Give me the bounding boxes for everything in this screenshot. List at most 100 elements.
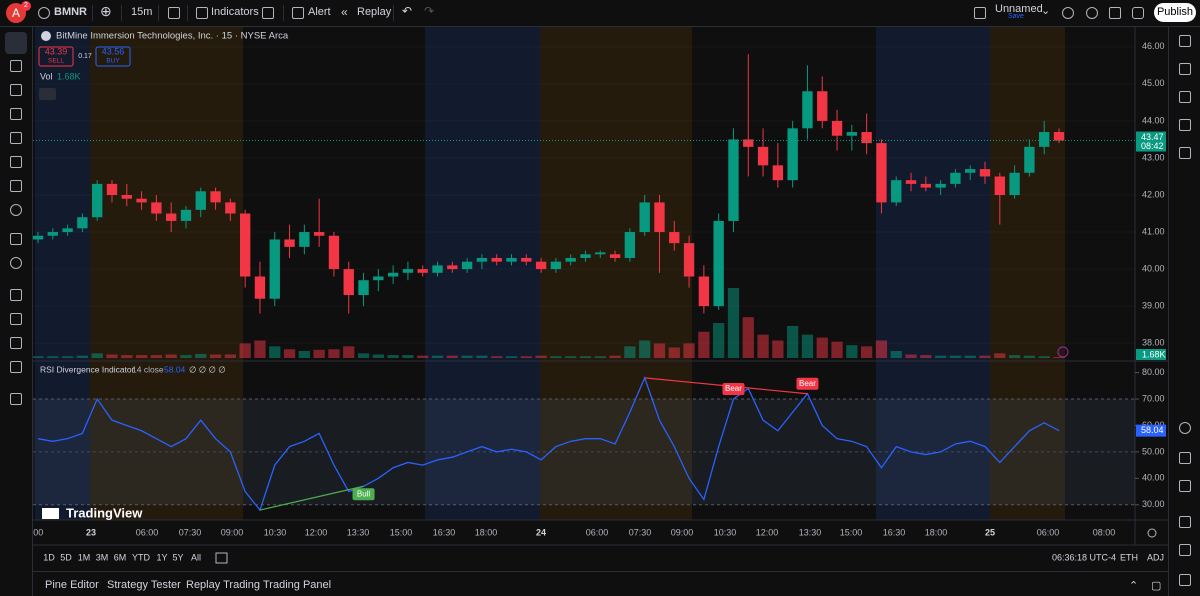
brush-tool[interactable] <box>10 156 22 168</box>
measure-tool[interactable] <box>10 233 22 245</box>
chat[interactable] <box>1179 147 1191 159</box>
lock-tool[interactable] <box>10 337 22 349</box>
rsi-nulls: ∅ ∅ ∅ ∅ <box>189 364 226 374</box>
help[interactable] <box>1179 574 1191 586</box>
tab[interactable]: Strategy Tester <box>107 579 181 591</box>
y-tick-label: 70.00 <box>1142 393 1165 403</box>
indicators[interactable]: Indicators <box>211 6 259 18</box>
alerts[interactable] <box>1179 63 1191 75</box>
zoom-tool[interactable] <box>10 257 22 269</box>
layout-name[interactable]: Unnamed <box>995 3 1043 15</box>
grid[interactable] <box>1179 480 1191 492</box>
range-button[interactable]: 5Y <box>172 552 183 562</box>
stream[interactable] <box>1179 516 1191 528</box>
candle-body <box>831 120 843 136</box>
candle-body <box>151 202 162 214</box>
tab[interactable]: Replay Trading <box>186 579 260 591</box>
ideas[interactable] <box>1179 544 1191 556</box>
range-button[interactable]: 3M <box>96 552 109 562</box>
undo[interactable]: ↶ <box>402 4 413 18</box>
candle-body <box>491 257 502 262</box>
layout-menu[interactable]: ⌄ <box>1041 5 1051 17</box>
prediction-tool[interactable] <box>10 132 22 144</box>
snapshot[interactable] <box>1132 7 1144 19</box>
buy-price[interactable]: 43.56 <box>102 46 125 56</box>
quick-search[interactable] <box>1062 7 1074 19</box>
separator <box>158 5 159 21</box>
session[interactable]: ETH <box>1120 552 1138 562</box>
candle-body <box>565 257 576 262</box>
templates-icon[interactable] <box>262 7 274 19</box>
rsi-line <box>37 376 1060 512</box>
range-button[interactable]: YTD <box>132 552 151 562</box>
range-button[interactable]: 1D <box>43 552 55 562</box>
range-button[interactable]: 1Y <box>156 552 167 562</box>
layout-icon[interactable] <box>974 7 986 19</box>
magnet-tool[interactable] <box>10 289 22 301</box>
add-icon[interactable]: ⊕ <box>100 3 112 19</box>
trash-tool[interactable] <box>10 393 22 405</box>
adjust[interactable]: ADJ <box>1147 552 1164 562</box>
range-button[interactable]: 6M <box>114 552 127 562</box>
layers[interactable] <box>1179 119 1191 131</box>
buy-button[interactable] <box>95 46 131 67</box>
alert-icon[interactable] <box>292 7 304 19</box>
interval[interactable]: 15m <box>131 6 153 18</box>
axis-settings[interactable] <box>1147 528 1157 538</box>
collapse-panel[interactable]: ⌃ <box>1129 580 1139 592</box>
sell-price[interactable]: 43.39 <box>45 46 68 56</box>
search-icon <box>38 7 50 19</box>
hide-tool[interactable] <box>10 361 22 373</box>
volume-bar <box>920 355 932 358</box>
y-tick-label: 80.00 <box>1142 367 1165 377</box>
volume-bar <box>624 346 636 358</box>
settings[interactable] <box>1086 7 1098 19</box>
x-tick-label: 16:30 <box>433 527 456 537</box>
publish-button[interactable]: Publish <box>1154 3 1196 22</box>
replay[interactable]: Replay <box>357 6 392 18</box>
date-range-icon[interactable] <box>215 552 228 564</box>
x-tick-label: 12:00 <box>305 527 328 537</box>
x-tick-label: 07:30 <box>629 527 652 537</box>
target[interactable] <box>1179 422 1191 434</box>
volume-bar <box>372 354 384 358</box>
calendar[interactable] <box>1179 452 1191 464</box>
volume-bar <box>994 353 1006 358</box>
icon-tool[interactable] <box>10 204 22 216</box>
maximize-panel[interactable]: ▢ <box>1151 580 1162 592</box>
sell-label[interactable]: SELL <box>48 58 64 65</box>
news[interactable] <box>1179 91 1191 103</box>
sell-button[interactable] <box>38 46 74 67</box>
volume-bar <box>254 340 266 358</box>
range-button[interactable]: 1M <box>78 552 91 562</box>
tab[interactable]: Trading Panel <box>263 579 332 591</box>
symbol[interactable]: BMNR <box>54 6 87 18</box>
events-icon[interactable] <box>1057 346 1069 358</box>
buy-label[interactable]: BUY <box>106 58 120 65</box>
pattern-tool[interactable] <box>10 108 22 120</box>
volume-bar <box>195 353 207 358</box>
range-button[interactable]: All <box>191 552 201 562</box>
chart-type-icon[interactable] <box>168 7 180 19</box>
indicators-icon[interactable] <box>196 7 208 19</box>
text-tool[interactable] <box>10 180 22 192</box>
fullscreen[interactable] <box>1109 7 1121 19</box>
volume-bar <box>713 323 725 358</box>
fib-tool[interactable] <box>10 84 22 96</box>
lock-drawings[interactable] <box>10 313 22 325</box>
divergence-line <box>259 485 364 511</box>
replay-icon[interactable]: « <box>341 5 348 19</box>
candle-body <box>550 261 562 270</box>
redo[interactable]: ↷ <box>424 4 435 18</box>
trend-line-tool[interactable] <box>10 60 22 72</box>
collapse-legend[interactable] <box>39 88 56 100</box>
alert[interactable]: Alert <box>308 6 331 18</box>
candle-body <box>165 213 177 221</box>
range-button[interactable]: 5D <box>60 552 72 562</box>
volume-bar <box>180 355 192 358</box>
cursor-tool[interactable] <box>5 32 27 54</box>
tab[interactable]: Pine Editor <box>45 579 99 591</box>
last-price-label: 43.47 <box>1141 132 1164 142</box>
divergence-label: Bear <box>725 384 742 393</box>
watchlist[interactable] <box>1179 35 1191 47</box>
